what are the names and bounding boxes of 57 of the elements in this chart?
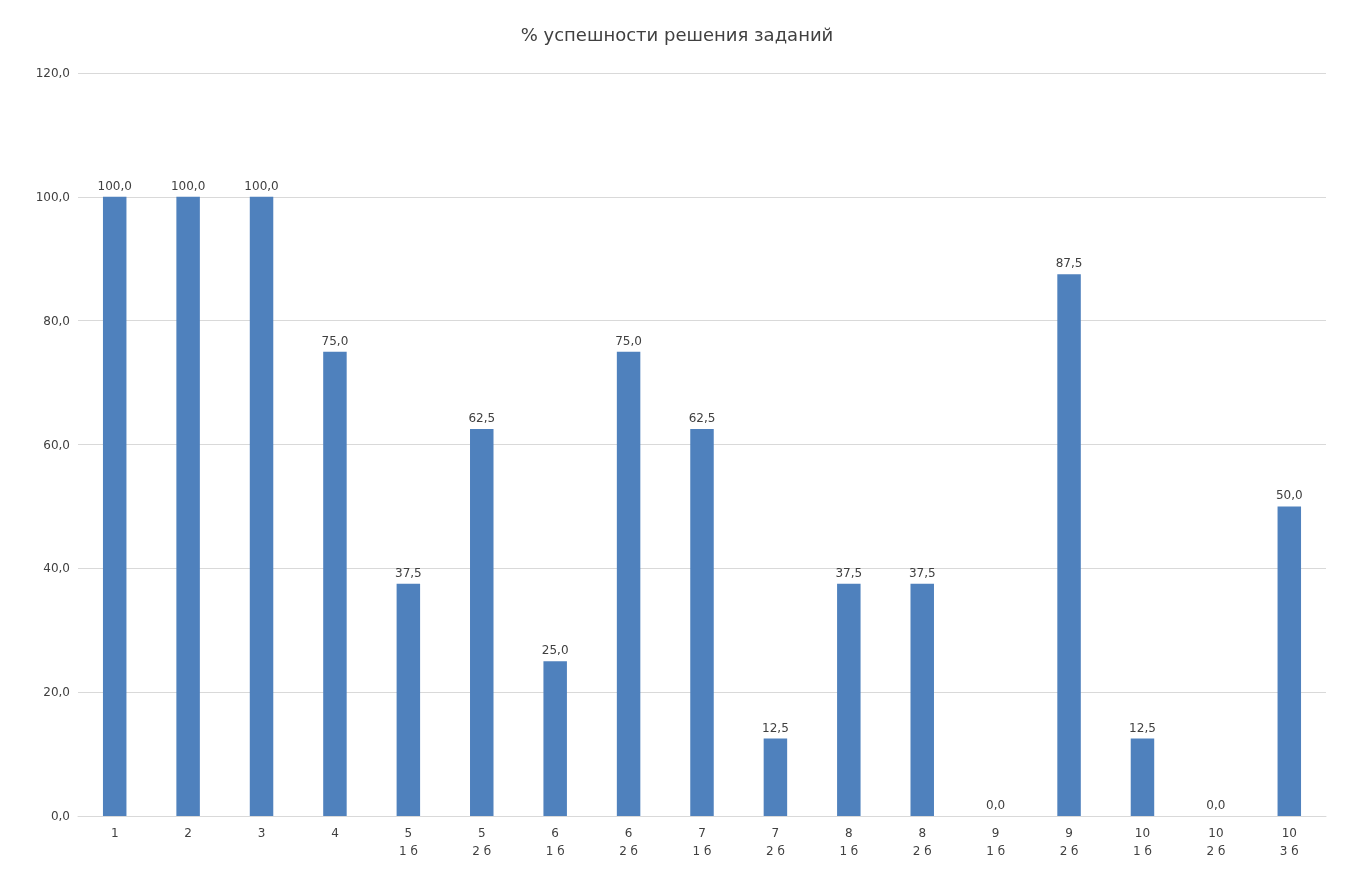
y-tick-label: 80,0 [43,313,70,328]
data-label: 75,0 [321,333,349,348]
x-tick-label: 7 1 б [692,826,712,858]
bar [102,196,127,816]
bar [249,196,274,816]
data-label: 37,5 [394,565,422,580]
x-tick-label: 8 1 б [839,826,859,858]
data-label: 100,0 [97,178,132,193]
y-tick-label: 20,0 [43,685,70,700]
x-tick-label: 9 1 б [986,826,1006,858]
bar [837,583,861,816]
y-tick-label: 100,0 [35,189,70,204]
x-tick-label: 7 2 б [765,826,785,858]
y-tick-label: 0,0 [50,809,70,823]
bar [763,738,788,816]
bar [543,661,567,816]
x-tick-label: 5 1 б [398,826,418,858]
data-label: 50,0 [1275,488,1303,503]
x-tick-label: 10 1 б [1133,826,1152,858]
bar [396,583,421,816]
x-tick-label: 2 [184,826,192,840]
data-label: 87,5 [1055,256,1083,271]
x-tick-label: 9 2 б [1059,826,1079,858]
y-tick-label: 40,0 [43,561,70,576]
y-tick-label: 60,0 [43,437,70,452]
x-tick-label: 4 [331,826,339,840]
data-label: 62,5 [688,411,716,426]
data-label: 75,0 [615,333,642,348]
y-tick-label: 120,0 [35,66,70,80]
data-label: 0,0 [986,798,1006,812]
x-tick-label: 5 2 б [472,826,492,858]
bar [1277,506,1302,816]
data-label: 12,5 [762,720,789,735]
data-label: 37,5 [835,565,863,580]
x-tick-label: 10 3 б [1279,826,1299,858]
data-label: 37,5 [908,565,936,580]
data-label: 100,0 [244,178,279,193]
data-label: 100,0 [170,178,206,193]
data-label: 62,5 [468,411,496,426]
bar [470,429,494,816]
bar [323,351,347,816]
data-label: 12,5 [1129,720,1156,735]
bar [176,196,200,816]
data-label: 0,0 [1206,798,1226,812]
bar [910,583,934,816]
x-tick-label: 6 1 б [545,826,565,858]
x-tick-label: 6 2 б [619,826,639,858]
x-tick-label: 8 2 б [912,826,932,858]
x-tick-label: 1 [110,826,119,840]
bar [690,429,714,816]
bar [616,351,641,816]
chart-title: % успешности решения заданий [520,23,834,45]
data-label: 25,0 [541,643,569,658]
x-tick-label: 3 [257,826,266,840]
bar [1057,274,1081,816]
x-tick-label: 10 2 б [1206,826,1226,858]
bar [1130,738,1155,816]
